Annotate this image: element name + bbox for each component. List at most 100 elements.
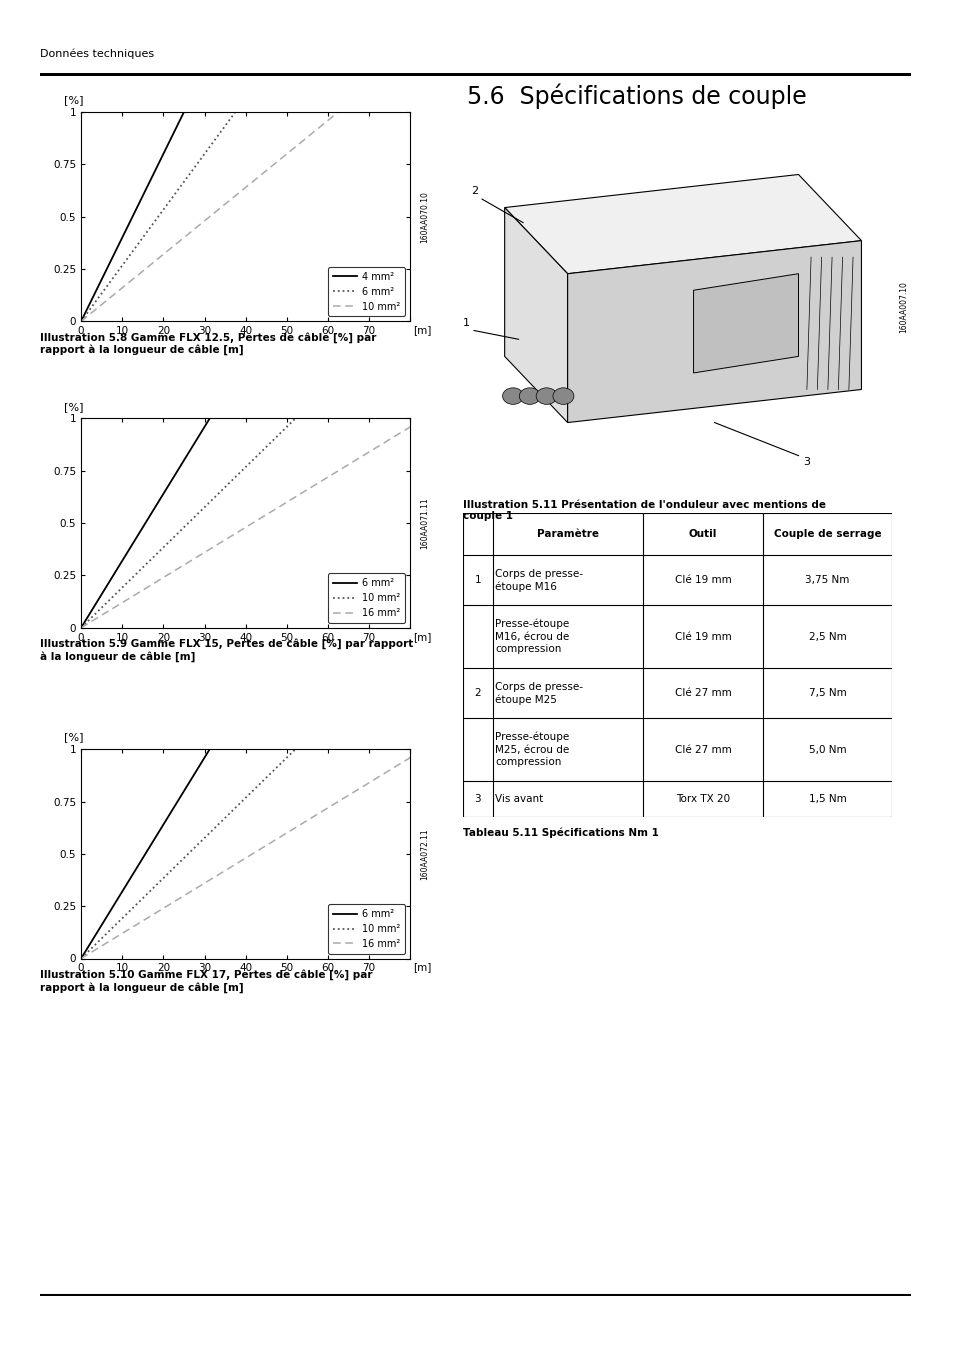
Text: 160AA071.11: 160AA071.11 (419, 497, 429, 549)
Line: 16 mm²: 16 mm² (81, 427, 410, 628)
Text: 1: 1 (474, 575, 480, 585)
16 mm² (182, 555, 193, 571)
Text: Couple de serrage: Couple de serrage (773, 529, 881, 539)
10 mm² (115, 580, 127, 597)
Line: 6 mm²: 6 mm² (81, 0, 410, 321)
10 mm² (313, 387, 324, 404)
16 mm² (206, 871, 217, 887)
10 mm² (206, 493, 217, 509)
16 mm² (404, 418, 416, 435)
16 mm² (313, 475, 324, 491)
10 mm² (75, 950, 87, 967)
Text: [m]: [m] (413, 632, 431, 641)
Text: 5,0 Nm: 5,0 Nm (808, 745, 845, 755)
16 mm² (282, 493, 294, 509)
16 mm² (206, 540, 217, 556)
Polygon shape (693, 274, 798, 373)
10 mm² (314, 119, 326, 135)
6 mm² (115, 555, 127, 571)
10 mm² (115, 911, 127, 927)
Text: [%]: [%] (64, 733, 83, 743)
Legend: 6 mm², 10 mm², 16 mm²: 6 mm², 10 mm², 16 mm² (328, 574, 405, 622)
Line: 4 mm²: 4 mm² (81, 0, 410, 321)
Text: 3: 3 (801, 458, 809, 467)
Text: 2,5 Nm: 2,5 Nm (808, 632, 845, 641)
Circle shape (536, 387, 557, 405)
10 mm² (115, 281, 127, 297)
10 mm² (75, 620, 87, 636)
6 mm² (75, 620, 87, 636)
Text: Corps de presse-
étoupe M25: Corps de presse- étoupe M25 (495, 682, 582, 705)
Circle shape (553, 387, 574, 405)
Text: Illustration 5.11 Présentation de l'onduleur avec mentions de
couple 1: Illustration 5.11 Présentation de l'ondu… (462, 500, 825, 521)
Text: [m]: [m] (413, 963, 431, 972)
6 mm² (313, 564, 324, 580)
6 mm² (115, 886, 127, 902)
Text: 160AA072.11: 160AA072.11 (419, 828, 429, 880)
16 mm² (75, 950, 87, 967)
10 mm² (404, 298, 416, 315)
10 mm² (206, 207, 217, 223)
Text: Illustration 5.8 Gamme FLX 12.5, Pertes de câble [%] par
rapport à la longueur d: Illustration 5.8 Gamme FLX 12.5, Pertes … (40, 332, 376, 355)
Text: 5.6  Spécifications de couple: 5.6 Spécifications de couple (467, 84, 806, 109)
Text: Outil: Outil (688, 529, 717, 539)
Text: 3: 3 (474, 794, 480, 805)
Text: Presse-étoupe
M16, écrou de
compression: Presse-étoupe M16, écrou de compression (495, 618, 569, 655)
Polygon shape (504, 174, 861, 274)
10 mm² (313, 120, 324, 136)
Text: [%]: [%] (64, 402, 83, 412)
16 mm² (313, 806, 324, 822)
10 mm² (75, 313, 87, 329)
4 mm² (75, 313, 87, 329)
4 mm² (206, 49, 217, 65)
Text: 5: 5 (902, 695, 921, 722)
Text: Clé 27 mm: Clé 27 mm (674, 688, 731, 698)
16 mm² (182, 886, 193, 902)
10 mm² (314, 717, 326, 733)
10 mm² (282, 748, 294, 764)
10 mm² (404, 629, 416, 645)
Text: 1: 1 (462, 319, 469, 328)
6 mm² (182, 167, 193, 184)
10 mm² (206, 824, 217, 840)
10 mm² (313, 718, 324, 734)
Text: Corps de presse-
étoupe M16: Corps de presse- étoupe M16 (495, 568, 582, 591)
Text: Tableau 5.11 Spécifications Nm 1: Tableau 5.11 Spécifications Nm 1 (462, 828, 658, 838)
Text: 1,5 Nm: 1,5 Nm (808, 794, 845, 805)
16 mm² (404, 749, 416, 765)
Polygon shape (567, 240, 861, 423)
Text: Paramètre: Paramètre (537, 529, 598, 539)
Text: 2: 2 (474, 688, 480, 698)
10 mm² (282, 144, 294, 161)
Line: 10 mm²: 10 mm² (81, 637, 410, 958)
6 mm² (182, 446, 193, 462)
Line: 16 mm²: 16 mm² (81, 757, 410, 958)
10 mm² (182, 845, 193, 861)
6 mm² (206, 738, 217, 755)
Text: Illustration 5.10 Gamme FLX 17, Pertes de câble [%] par
rapport à la longueur de: Illustration 5.10 Gamme FLX 17, Pertes d… (40, 969, 373, 992)
16 mm² (314, 805, 326, 821)
16 mm² (314, 474, 326, 490)
10 mm² (182, 514, 193, 531)
Text: Clé 19 mm: Clé 19 mm (674, 632, 731, 641)
Text: Vis avant: Vis avant (495, 794, 542, 805)
6 mm² (115, 259, 127, 275)
4 mm² (182, 95, 193, 111)
16 mm² (115, 926, 127, 942)
10 mm² (314, 386, 326, 402)
Text: [m]: [m] (413, 325, 431, 335)
16 mm² (75, 620, 87, 636)
Text: 7,5 Nm: 7,5 Nm (808, 688, 845, 698)
10 mm² (404, 46, 416, 62)
6 mm² (313, 0, 324, 7)
Line: 6 mm²: 6 mm² (81, 92, 410, 628)
Text: [%]: [%] (64, 96, 83, 105)
Legend: 4 mm², 6 mm², 10 mm²: 4 mm², 6 mm², 10 mm² (328, 267, 405, 316)
6 mm² (282, 32, 294, 49)
Circle shape (502, 387, 523, 405)
6 mm² (404, 84, 416, 100)
16 mm² (115, 595, 127, 612)
6 mm² (75, 950, 87, 967)
6 mm² (282, 282, 294, 298)
6 mm² (314, 562, 326, 578)
